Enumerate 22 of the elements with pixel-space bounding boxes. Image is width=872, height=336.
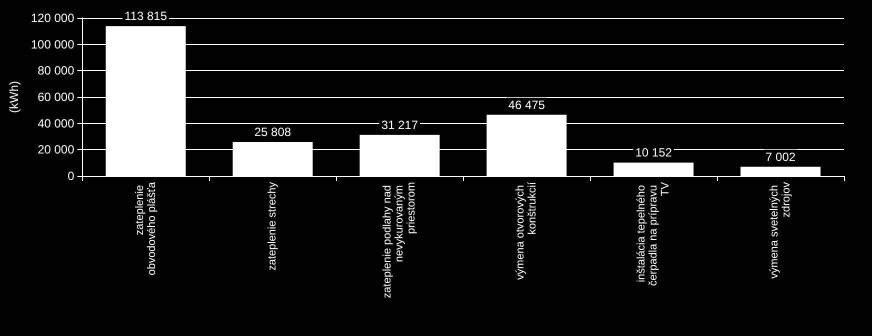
y-tick-label: 80 000	[38, 64, 75, 78]
data-label: 31 217	[381, 118, 418, 132]
bar	[614, 162, 694, 176]
data-label: 113 815	[124, 9, 168, 24]
data-label: 25 808	[254, 125, 292, 140]
x-tick-label: zateplenie obvodového plášťa	[134, 181, 158, 276]
data-label: 7 002	[766, 150, 796, 164]
x-tick-label: zateplenie podlahy nad nevykurovaným priestorom	[382, 182, 418, 298]
y-axis-title: (kWh)	[7, 81, 21, 113]
y-tick-label: 120 000	[30, 11, 75, 25]
x-tick-label: výmena svetelných zdrojov	[768, 182, 793, 279]
y-tick-label: 20 000	[38, 142, 75, 157]
y-tick-label: 40 000	[38, 116, 75, 130]
x-tick-label: inštalácia tepelného čerpadla na prípravu TV	[636, 181, 672, 286]
y-tick-label: 100 000	[30, 37, 75, 52]
x-tick-label: výmena otvorových konštrukcií	[514, 181, 539, 280]
data-label: 10 152	[635, 146, 672, 160]
data-label: 46 475	[508, 98, 546, 112]
bar	[740, 166, 821, 176]
y-tick-label: 0	[68, 169, 75, 183]
x-tick-label: zateplenie strechy	[266, 182, 279, 271]
y-tick-label: 60 000	[38, 90, 75, 104]
